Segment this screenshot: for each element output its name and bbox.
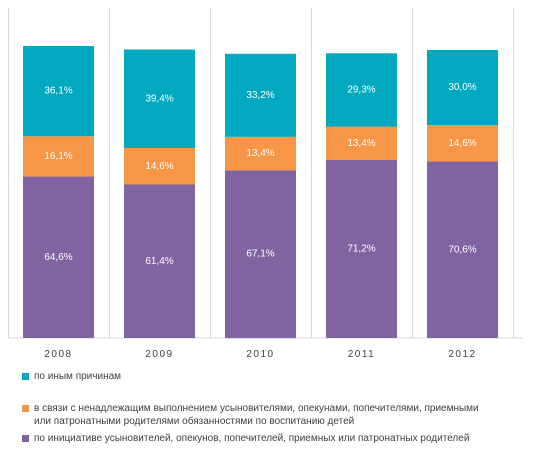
x-tick-label-2010: 2010 (246, 349, 274, 360)
legend-label-other: по иным причинам (34, 371, 122, 382)
bar-segment-2010-series-1 (225, 136, 296, 171)
bar-segment-2009-series-1 (124, 148, 195, 185)
bar-segment-2011-series-0 (326, 160, 397, 338)
bar-segment-2011-series-1 (326, 126, 397, 160)
legend-swatch-improper (22, 405, 29, 412)
data-label-2011-series-2: 29,3% (347, 85, 375, 96)
x-tick-label-2011: 2011 (348, 349, 376, 360)
x-tick-label-2009: 2009 (145, 349, 173, 360)
data-label-2010-series-2: 33,2% (246, 90, 274, 101)
x-tick-label-2012: 2012 (448, 349, 476, 360)
bar-segment-2010-series-2 (225, 53, 296, 137)
legend-item-other-reasons: по иным причинам (22, 370, 121, 383)
category-separators (8, 8, 514, 338)
bar-segment-2008-series-1 (23, 136, 94, 177)
data-label-2010-series-0: 67,1% (246, 249, 274, 260)
data-label-2012-series-0: 70,6% (448, 244, 476, 255)
bar-segment-2008-series-0 (23, 176, 94, 338)
data-label-2012-series-2: 30,0% (448, 82, 476, 93)
bar-segment-2008-series-2 (23, 46, 94, 137)
bars-group: 64,6% 16,1% 36,1% 61,4% 14,6% 39,4% 67,1% 13,4%… (23, 46, 498, 339)
data-label-2011-series-0: 71,2% (347, 244, 375, 255)
data-label-2009-series-2: 39,4% (145, 93, 173, 104)
data-label-2008-series-2: 36,1% (44, 86, 72, 97)
bar-segment-2012-series-1 (427, 125, 498, 162)
legend-item-improper-duties: в связи с ненадлежащим выполнением усыно… (22, 402, 494, 428)
bar-segment-2011-series-2 (326, 53, 397, 127)
bar-segment-2012-series-0 (427, 161, 498, 338)
legend-item-initiative: по инициативе усыновителей, опекунов, по… (22, 432, 469, 445)
data-label-2009-series-0: 61,4% (145, 256, 173, 267)
data-label-2010-series-1: 13,4% (246, 148, 274, 159)
data-label-2008-series-0: 64,6% (44, 252, 72, 263)
data-label-2011-series-1: 13,4% (347, 138, 375, 149)
bar-segment-2009-series-0 (124, 184, 195, 338)
x-tick-label-2008: 2008 (44, 349, 72, 360)
bar-segment-2010-series-0 (225, 170, 296, 339)
legend-swatch-initiative (22, 435, 29, 442)
data-label-2009-series-1: 14,6% (145, 161, 173, 172)
bar-segment-2009-series-2 (124, 49, 195, 148)
bar-segment-2012-series-2 (427, 50, 498, 125)
legend-swatch-other (22, 373, 29, 380)
legend-label-improper: в связи с ненадлежащим выполнением усыно… (34, 403, 479, 427)
data-label-2012-series-1: 14,6% (448, 138, 476, 149)
legend-label-initiative: по инициативе усыновителей, опекунов, по… (34, 433, 470, 444)
data-label-2008-series-1: 16,1% (44, 151, 72, 162)
x-tick-labels: 2008 2009 2010 2011 2012 (44, 349, 476, 360)
